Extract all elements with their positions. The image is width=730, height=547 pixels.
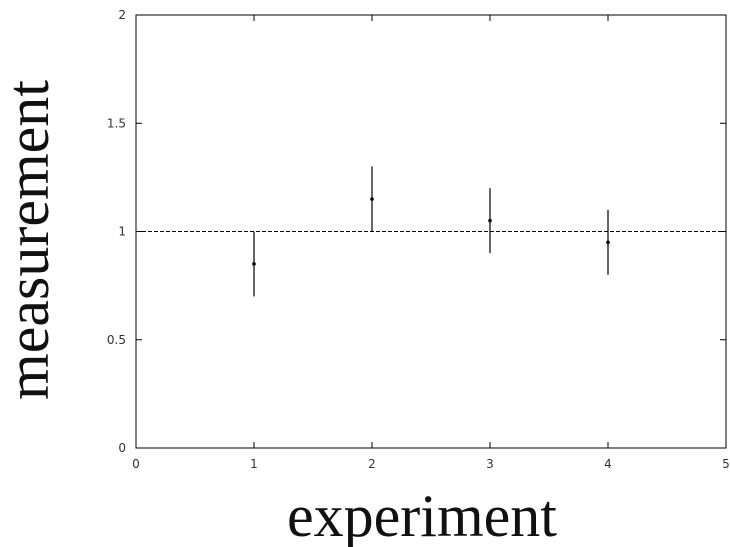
x-tick-label: 3 — [486, 457, 494, 471]
data-point — [488, 218, 492, 223]
y-tick-label: 1 — [118, 225, 126, 239]
x-tick-label: 2 — [368, 457, 376, 471]
data-point — [252, 262, 256, 266]
y-axis-label: measurement — [0, 80, 61, 400]
axis-tick-labels: 0 1 2 3 4 5 0 0.5 1 1.5 2 — [107, 8, 730, 471]
data-points — [252, 166, 610, 297]
data-point — [370, 197, 374, 201]
y-tick-label: 0 — [118, 441, 126, 455]
x-tick-label: 1 — [250, 457, 258, 471]
y-tick-label: 1.5 — [107, 116, 126, 130]
y-tick-label: 0.5 — [107, 333, 126, 347]
data-point — [606, 240, 610, 245]
x-tick-label: 4 — [604, 457, 612, 471]
x-tick-label: 5 — [722, 457, 730, 471]
y-tick-label: 2 — [118, 8, 126, 22]
x-tick-label: 0 — [132, 457, 140, 471]
x-axis-label: experiment — [287, 483, 557, 547]
